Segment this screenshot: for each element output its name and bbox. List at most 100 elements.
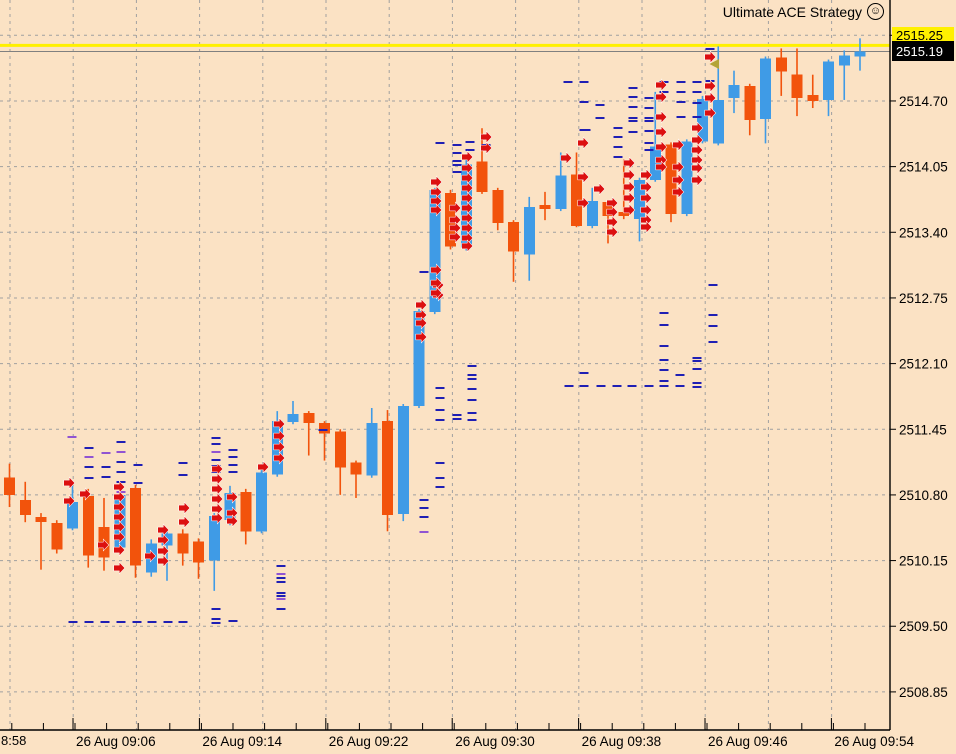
- indicator-dash: [163, 621, 173, 623]
- indicator-dash: [435, 409, 445, 411]
- indicator-dash: [116, 481, 126, 483]
- signal-arrow-icon: [430, 185, 443, 199]
- signal-arrow-icon: [640, 213, 653, 227]
- indicator-dash: [692, 357, 702, 359]
- candle-body: [712, 99, 724, 144]
- signal-arrow-icon: [672, 173, 685, 187]
- signal-arrow-icon: [211, 502, 224, 516]
- indicator-dash: [644, 97, 654, 99]
- signal-arrow-icon: [640, 180, 653, 194]
- signal-arrow-icon: [157, 533, 170, 547]
- signal-arrow-icon: [178, 501, 191, 515]
- signal-arrow-icon: [606, 225, 619, 239]
- signal-arrow-icon: [430, 203, 443, 217]
- signal-arrow-icon: [560, 151, 573, 165]
- candle-body: [555, 175, 567, 210]
- indicator-dash: [627, 385, 637, 387]
- indicator-dash: [467, 388, 477, 390]
- signal-arrow-icon: [461, 201, 474, 215]
- candle-body: [67, 501, 78, 529]
- candle-body: [823, 61, 834, 100]
- indicator-dash: [595, 117, 605, 119]
- signal-arrow-icon: [211, 482, 224, 496]
- candle-body: [413, 311, 425, 407]
- indicator-dash: [84, 447, 94, 449]
- indicator-dash: [84, 477, 94, 479]
- signal-arrow-icon: [461, 161, 474, 175]
- signal-arrow-icon: [211, 511, 224, 525]
- indicator-dash: [419, 516, 429, 518]
- signal-arrow-icon: [113, 500, 126, 514]
- candle-body: [854, 51, 866, 57]
- candle-body: [397, 406, 409, 515]
- indicator-dash: [211, 618, 221, 620]
- signal-arrow-icon: [672, 185, 685, 199]
- signal-arrow-icon: [606, 215, 619, 229]
- indicator-dash: [644, 130, 654, 132]
- indicator-dash: [452, 171, 462, 173]
- chart-title: Ultimate ACE Strategy ☺: [723, 3, 884, 20]
- signal-arrow-icon: [704, 50, 717, 64]
- indicator-dash: [692, 91, 702, 93]
- signal-arrow-icon: [672, 160, 685, 174]
- indicator-dash: [211, 608, 221, 610]
- signal-arrow-icon: [461, 191, 474, 205]
- candle-body: [319, 423, 330, 434]
- indicator-dash: [595, 104, 605, 106]
- indicator-dash: [467, 378, 477, 380]
- indicator-dash: [579, 129, 589, 131]
- signal-arrow-icon: [691, 133, 704, 147]
- indicator-dash: [211, 443, 221, 445]
- indicator-dash: [147, 621, 157, 623]
- time-tick-label: 26 Aug 09:06: [76, 734, 156, 749]
- signal-arrow-icon: [577, 136, 590, 150]
- signal-arrow-icon: [704, 79, 717, 93]
- signal-arrow-icon: [606, 196, 619, 210]
- indicator-dash: [101, 466, 111, 468]
- candle-body: [287, 414, 299, 423]
- candle-body: [193, 541, 204, 563]
- signal-arrow-icon: [430, 286, 443, 300]
- indicator-dash: [435, 477, 445, 479]
- indicator-dash: [596, 385, 606, 387]
- indicator-dash: [452, 144, 462, 146]
- signal-arrow-icon: [430, 194, 443, 208]
- indicator-dash: [133, 464, 143, 466]
- indicator-dash: [644, 385, 654, 387]
- signal-arrow-icon: [430, 263, 443, 277]
- candle-body: [208, 516, 220, 561]
- indicator-dash: [452, 414, 462, 416]
- indicator-dash: [563, 81, 573, 83]
- indicator-dash: [419, 507, 429, 509]
- indicator-dash: [435, 397, 445, 399]
- indicator-dash: [467, 412, 477, 414]
- signal-arrow-icon: [113, 510, 126, 524]
- candle-body: [634, 179, 645, 220]
- signal-arrow-icon: [273, 440, 286, 454]
- candle-body: [4, 477, 15, 495]
- price-tick-label: 2513.40: [899, 225, 948, 240]
- signal-arrow-icon: [273, 451, 286, 465]
- candle-body: [19, 499, 31, 516]
- signal-arrow-icon: [273, 417, 286, 431]
- indicator-dash: [276, 565, 286, 567]
- candle-body: [807, 94, 819, 101]
- price-tick-label: 2509.50: [899, 619, 948, 634]
- signal-arrow-icon: [623, 191, 636, 205]
- indicator-dash: [211, 451, 221, 453]
- indicator-dash: [659, 369, 669, 371]
- candle-body: [476, 161, 488, 192]
- indicator-dash: [659, 312, 669, 314]
- candle-body: [681, 141, 693, 215]
- indicator-dash: [613, 146, 623, 148]
- candle-body: [665, 144, 677, 215]
- candle-body: [382, 421, 393, 516]
- indicator-dash: [67, 436, 77, 438]
- candle-body: [586, 200, 598, 227]
- indicator-dash: [644, 107, 654, 109]
- candle-body: [649, 146, 661, 180]
- indicator-dash: [419, 531, 429, 533]
- indicator-dash: [435, 387, 445, 389]
- signal-arrow-icon: [461, 221, 474, 235]
